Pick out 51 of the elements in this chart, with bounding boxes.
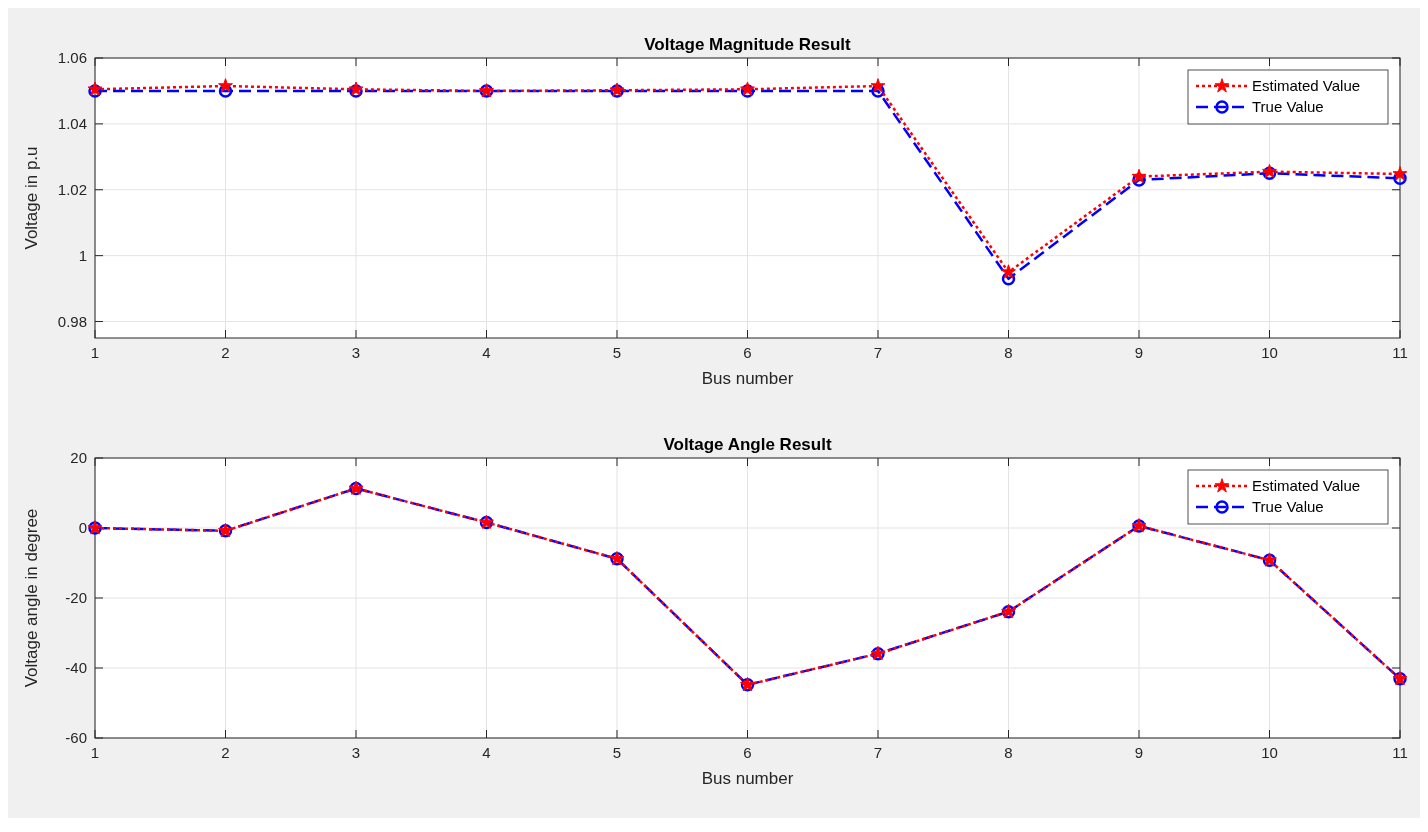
x-tick-label: 10 (1261, 344, 1278, 361)
x-tick-label: 8 (1004, 744, 1013, 761)
x-tick-label: 2 (221, 744, 230, 761)
y-axis-title: Voltage angle in degree (22, 508, 41, 688)
point (1001, 271, 1016, 286)
y-tick-label: -60 (65, 729, 87, 747)
x-tick-label: 9 (1134, 744, 1144, 761)
point (218, 78, 233, 93)
legend-label: True Value (1252, 98, 1324, 116)
x-tick-label: 8 (1004, 344, 1013, 361)
x-axis-title: Bus number (701, 369, 794, 388)
x-tick-label: 10 (1261, 744, 1278, 761)
x-tick-label: 4 (482, 344, 491, 361)
x-tick-label: 4 (482, 744, 491, 761)
point (1131, 168, 1147, 183)
y-tick-label: 0.98 (57, 312, 87, 330)
point (1393, 171, 1407, 185)
x-tick-label: 3 (351, 344, 361, 361)
x-axis-title: Bus number (701, 769, 794, 788)
x-tick-label: 1 (90, 344, 100, 361)
y-tick-label: 20 (70, 449, 87, 467)
x-tick-label: 1 (90, 744, 100, 761)
y-tick-label: 1.04 (57, 115, 87, 133)
x-tick-label: 6 (743, 344, 752, 361)
x-tick-label: 11 (1392, 344, 1408, 361)
x-tick-label: 11 (1392, 744, 1408, 761)
x-tick-label: 9 (1134, 344, 1144, 361)
point (1392, 166, 1408, 181)
point (870, 78, 886, 93)
y-tick-label: 1.06 (57, 49, 87, 67)
x-tick-label: 6 (743, 744, 752, 761)
y-tick-label: 1 (78, 246, 87, 264)
x-tick-label: 5 (612, 344, 622, 361)
y-tick-label: -20 (65, 589, 87, 607)
point (871, 84, 885, 98)
legend-label: Estimated Value (1252, 477, 1361, 495)
y-tick-label: -40 (65, 659, 87, 677)
chart-title: Voltage Angle Result (663, 435, 832, 454)
x-tick-label: 2 (221, 344, 230, 361)
point (218, 84, 233, 98)
y-axis-title: Voltage in p.u (22, 146, 41, 250)
y-tick-label: 1.02 (57, 181, 87, 199)
point (1001, 264, 1016, 279)
chart-title: Voltage Magnitude Result (644, 35, 852, 54)
x-tick-label: 3 (351, 744, 361, 761)
legend-label: Estimated Value (1252, 77, 1361, 95)
x-tick-label: 7 (873, 744, 883, 761)
x-tick-label: 7 (873, 344, 883, 361)
x-tick-label: 5 (612, 744, 622, 761)
legend-label: True Value (1252, 498, 1324, 516)
y-tick-label: 0 (78, 519, 87, 537)
